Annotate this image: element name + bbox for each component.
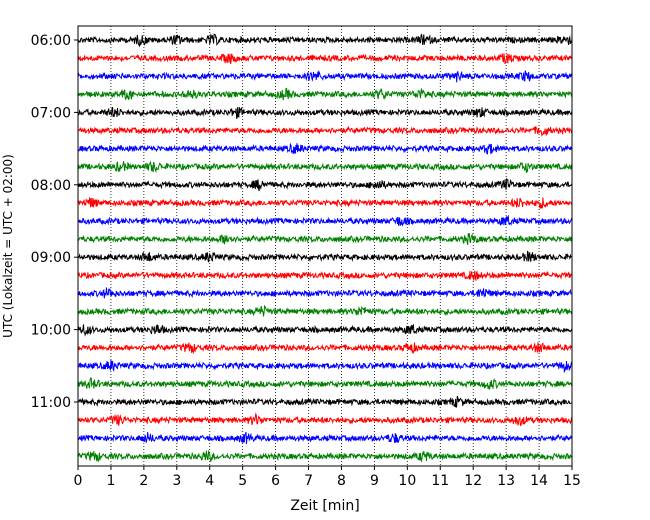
seismic-trace <box>77 449 573 463</box>
seismic-trace <box>77 69 573 83</box>
y-tick-label: 11:00 <box>31 395 71 411</box>
seismic-trace <box>77 196 573 209</box>
y-axis-label: UTC (Lokalzeit = UTC + 02:00) <box>1 154 15 338</box>
seismic-trace <box>77 250 573 263</box>
seismic-trace <box>77 304 573 317</box>
seismic-trace <box>77 270 573 282</box>
x-tick-label: 0 <box>74 473 83 489</box>
seismic-trace <box>77 160 573 174</box>
x-tick-label: 12 <box>464 473 482 489</box>
x-tick-label: 10 <box>398 473 416 489</box>
seismic-trace <box>77 142 573 155</box>
x-tick-label: 1 <box>106 473 115 489</box>
y-axis: 06:00 07:00 08:00 09:00 10:00 11:00 <box>31 33 78 411</box>
seismic-trace <box>77 53 573 65</box>
x-axis: 0 1 2 3 4 5 6 7 8 9 10 11 12 13 14 15 <box>74 466 581 489</box>
x-tick-label: 3 <box>172 473 181 489</box>
x-tick-label: 8 <box>337 473 346 489</box>
x-axis-label: Zeit [min] <box>290 498 359 514</box>
seismic-trace <box>77 395 573 408</box>
seismic-trace <box>77 232 573 246</box>
seismic-trace <box>77 412 573 427</box>
traces <box>77 33 573 463</box>
y-tick-label: 08:00 <box>31 178 71 194</box>
seismic-trace <box>77 360 573 374</box>
seismic-trace <box>77 87 573 101</box>
y-tick-label: 07:00 <box>31 105 71 121</box>
x-tick-label: 11 <box>431 473 449 489</box>
x-tick-label: 13 <box>497 473 515 489</box>
x-tick-label: 5 <box>238 473 247 489</box>
seismic-trace <box>77 342 573 355</box>
seismic-trace <box>77 177 573 192</box>
x-tick-label: 9 <box>370 473 379 489</box>
x-tick-label: 7 <box>304 473 313 489</box>
seismic-trace <box>77 125 572 138</box>
y-tick-label: 06:00 <box>31 33 71 49</box>
y-tick-label: 09:00 <box>31 250 71 266</box>
seismic-trace <box>77 431 573 445</box>
seismic-trace <box>77 377 573 390</box>
plot-frame <box>77 25 573 467</box>
x-tick-label: 2 <box>139 473 148 489</box>
seismic-trace <box>77 287 573 299</box>
seismic-trace <box>77 214 573 227</box>
x-tick-label: 6 <box>271 473 280 489</box>
x-tick-label: 14 <box>530 473 548 489</box>
seismic-trace <box>77 323 573 337</box>
grid <box>110 26 540 466</box>
x-tick-label: 4 <box>205 473 214 489</box>
y-tick-label: 10:00 <box>31 323 71 339</box>
seismic-trace <box>77 33 573 48</box>
seismic-trace <box>77 106 573 120</box>
x-tick-label: 15 <box>563 473 581 489</box>
